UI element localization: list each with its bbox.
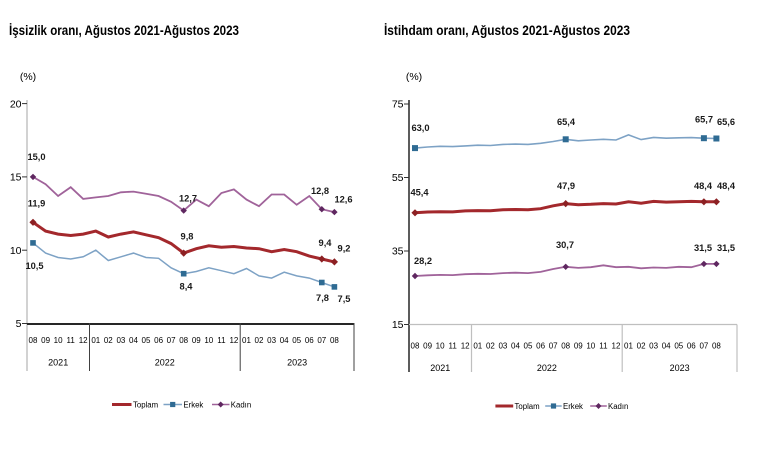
svg-text:08: 08 [561, 342, 570, 351]
svg-text:08: 08 [330, 336, 339, 345]
svg-text:65,4: 65,4 [557, 117, 576, 127]
svg-text:08: 08 [712, 342, 721, 351]
svg-text:09: 09 [574, 342, 583, 351]
svg-text:02: 02 [637, 342, 646, 351]
svg-text:05: 05 [674, 342, 683, 351]
svg-text:08: 08 [411, 342, 420, 351]
svg-text:10: 10 [436, 342, 445, 351]
svg-text:İşsizlik oranı, Ağustos 2021-A: İşsizlik oranı, Ağustos 2021-Ağustos 202… [9, 23, 239, 38]
svg-text:7,8: 7,8 [316, 293, 329, 303]
svg-text:2021: 2021 [430, 363, 450, 373]
svg-text:15: 15 [392, 319, 404, 331]
svg-text:08: 08 [29, 336, 38, 345]
svg-text:2022: 2022 [537, 363, 557, 373]
svg-text:9,2: 9,2 [338, 244, 351, 254]
svg-text:2023: 2023 [287, 358, 307, 368]
svg-text:2021: 2021 [48, 358, 68, 368]
svg-text:9,8: 9,8 [181, 232, 194, 242]
svg-text:07: 07 [317, 336, 326, 345]
svg-text:03: 03 [498, 342, 507, 351]
svg-text:09: 09 [423, 342, 432, 351]
svg-text:06: 06 [305, 336, 314, 345]
svg-text:8,4: 8,4 [180, 282, 194, 292]
svg-text:12: 12 [461, 342, 470, 351]
svg-text:10: 10 [10, 245, 22, 257]
svg-text:20: 20 [10, 98, 22, 110]
svg-text:12,6: 12,6 [334, 195, 352, 205]
svg-text:12: 12 [229, 336, 238, 345]
svg-text:Toplam: Toplam [515, 402, 540, 411]
svg-text:75: 75 [392, 99, 404, 111]
svg-text:11: 11 [217, 336, 226, 345]
svg-text:28,2: 28,2 [414, 256, 432, 266]
svg-text:(%): (%) [20, 71, 36, 83]
svg-text:10: 10 [54, 336, 63, 345]
svg-text:Kadın: Kadın [608, 402, 628, 411]
svg-text:30,7: 30,7 [556, 240, 574, 250]
svg-text:5: 5 [16, 318, 22, 330]
svg-text:(%): (%) [406, 71, 422, 83]
svg-text:09: 09 [41, 336, 50, 345]
svg-text:05: 05 [292, 336, 301, 345]
svg-text:03: 03 [116, 336, 125, 345]
svg-text:04: 04 [129, 336, 138, 345]
svg-text:11,9: 11,9 [28, 199, 46, 209]
svg-text:01: 01 [624, 342, 633, 351]
svg-text:07: 07 [699, 342, 708, 351]
svg-text:05: 05 [524, 342, 533, 351]
svg-text:01: 01 [91, 336, 100, 345]
svg-text:10,5: 10,5 [25, 261, 43, 271]
svg-text:12,8: 12,8 [311, 186, 329, 196]
svg-text:12: 12 [612, 342, 621, 351]
svg-text:9,4: 9,4 [319, 238, 333, 248]
svg-text:12,7: 12,7 [179, 194, 197, 204]
svg-text:10: 10 [586, 342, 595, 351]
svg-text:İstihdam oranı, Ağustos 2021-A: İstihdam oranı, Ağustos 2021-Ağustos 202… [384, 23, 630, 38]
svg-text:08: 08 [179, 336, 188, 345]
svg-text:12: 12 [79, 336, 88, 345]
svg-text:2022: 2022 [155, 358, 175, 368]
svg-text:07: 07 [167, 336, 176, 345]
svg-text:35: 35 [392, 246, 404, 258]
svg-text:06: 06 [154, 336, 163, 345]
svg-text:04: 04 [511, 342, 520, 351]
svg-text:31,5: 31,5 [717, 243, 735, 253]
svg-text:48,4: 48,4 [694, 181, 713, 191]
svg-text:01: 01 [473, 342, 482, 351]
svg-text:06: 06 [687, 342, 696, 351]
svg-text:Erkek: Erkek [183, 400, 203, 409]
svg-text:05: 05 [142, 336, 151, 345]
svg-text:02: 02 [255, 336, 264, 345]
svg-text:04: 04 [280, 336, 289, 345]
svg-text:11: 11 [67, 336, 76, 345]
svg-text:2023: 2023 [670, 363, 690, 373]
svg-text:07: 07 [549, 342, 558, 351]
svg-text:06: 06 [536, 342, 545, 351]
svg-text:45,4: 45,4 [410, 188, 429, 198]
svg-text:11: 11 [599, 342, 608, 351]
svg-text:Erkek: Erkek [563, 402, 583, 411]
svg-text:7,5: 7,5 [338, 294, 351, 304]
svg-text:02: 02 [104, 336, 113, 345]
svg-text:03: 03 [267, 336, 276, 345]
svg-text:Toplam: Toplam [133, 400, 158, 409]
svg-text:11: 11 [449, 342, 458, 351]
svg-text:15,0: 15,0 [27, 152, 45, 162]
svg-text:09: 09 [192, 336, 201, 345]
svg-text:65,7: 65,7 [695, 115, 713, 125]
svg-text:02: 02 [486, 342, 495, 351]
svg-text:01: 01 [242, 336, 251, 345]
svg-text:04: 04 [662, 342, 671, 351]
svg-text:63,0: 63,0 [411, 123, 429, 133]
svg-text:55: 55 [392, 172, 404, 184]
svg-text:47,9: 47,9 [557, 181, 575, 191]
svg-text:15: 15 [10, 172, 22, 184]
svg-text:10: 10 [204, 336, 213, 345]
svg-text:03: 03 [649, 342, 658, 351]
svg-text:48,4: 48,4 [717, 181, 736, 191]
svg-text:Kadın: Kadın [231, 400, 251, 409]
svg-text:65,6: 65,6 [717, 117, 735, 127]
svg-text:31,5: 31,5 [694, 243, 712, 253]
